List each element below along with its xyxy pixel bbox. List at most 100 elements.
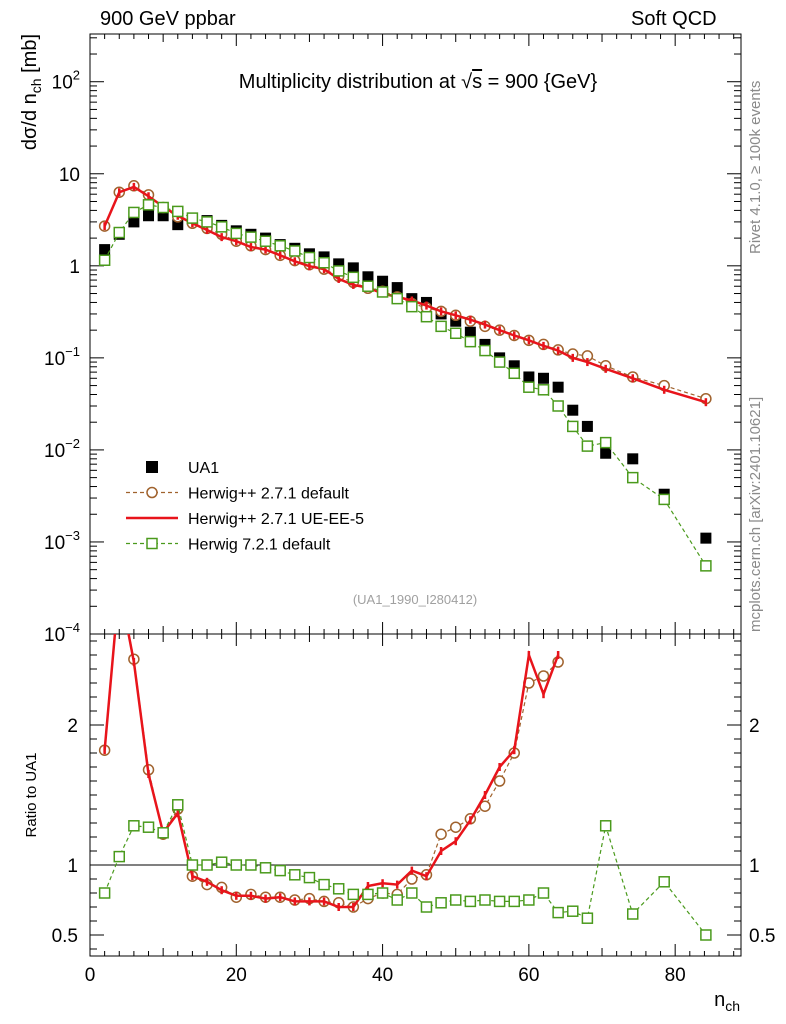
main-herwig-2-7-1-ue-ee-5-line — [103, 185, 707, 404]
main-ua1-point — [508, 360, 520, 372]
main-herwig-7-2-1-default-point — [435, 320, 447, 333]
ratio-herwig-2-7-1-default-point — [114, 580, 124, 590]
main-herwig-7-2-1-default-point — [420, 310, 433, 323]
main-ua1-point — [128, 216, 140, 228]
ratio-herwig-7-2-1-default-point — [626, 908, 639, 920]
main-herwig-7-2-1-default-point — [552, 400, 564, 412]
ratio-y-tick-label-right: 2 — [749, 716, 760, 737]
main-herwig-7-2-1-default-point — [128, 206, 140, 219]
main-y-axis-label: dσ/d nch [mb] — [19, 34, 44, 150]
header-left: 900 GeV ppbar — [100, 8, 236, 30]
main-herwig-7-2-1-default-point — [347, 271, 360, 284]
ratio-herwig-7-2-1-default-point — [391, 894, 403, 906]
main-herwig-7-2-1-default-point — [274, 240, 286, 252]
main-herwig-7-2-1-default-point — [201, 216, 213, 228]
main-ua1-point — [479, 338, 491, 350]
ratio-herwig-7-2-1-default-point — [245, 859, 257, 871]
ratio-herwig-7-2-1-default-point — [362, 888, 374, 901]
ratio-herwig-7-2-1-default-point — [128, 820, 140, 832]
main-ua1-point — [172, 219, 184, 231]
main-ua1-point — [391, 282, 403, 294]
ratio-herwig-7-2-1-default-point — [347, 888, 360, 901]
main-ua1-point — [362, 271, 374, 283]
ratio-herwig-7-2-1-default-point — [332, 883, 345, 895]
ratio-y-axis-label: Ratio to UA1 — [23, 752, 40, 837]
y-tick-label: 10−4 — [44, 620, 80, 646]
ratio-herwig-7-2-1-default-point — [567, 905, 579, 917]
y-tick-label: 10−1 — [44, 344, 80, 370]
legend-label-herwig-7-2-1-default: Herwig 7.2.1 default — [188, 537, 331, 554]
ratio-herwig-2-7-1-default-point — [449, 821, 462, 833]
main-ua1-point — [464, 326, 476, 338]
x-axis-label: nch — [714, 989, 740, 1014]
ratio-y-tick-label: 2 — [67, 716, 78, 737]
main-ua1-point — [700, 532, 712, 544]
main-herwig-7-2-1-default-point — [658, 493, 670, 506]
legend-label-herwig-2-7-1-ue-ee-5: Herwig++ 2.7.1 UE-EE-5 — [188, 511, 364, 528]
main-ua1-point — [552, 381, 564, 393]
main-herwig-7-2-1-default-point — [259, 235, 272, 247]
main-ua1-point — [523, 371, 535, 383]
main-ua1-point — [581, 420, 593, 432]
ratio-herwig-7-2-1-default-point — [98, 887, 111, 899]
ratio-herwig-2-7-1-default-point — [479, 800, 491, 812]
main-herwig-7-2-1-default-point — [464, 335, 477, 348]
main-herwig-7-2-1-default-point — [289, 245, 301, 257]
ratio-herwig-7-2-1-default-point — [537, 887, 550, 899]
main-ua1-point — [567, 404, 579, 416]
main-herwig-7-2-1-default-point — [626, 471, 639, 484]
ratio-herwig-7-2-1-default-point — [157, 827, 169, 839]
main-herwig-7-2-1-default-point — [186, 212, 199, 224]
legend-label-ua1: UA1 — [188, 460, 219, 477]
main-herwig-7-2-1-default-point — [245, 231, 257, 243]
ratio-series-group — [98, 580, 712, 941]
main-herwig-7-2-1-default-point — [479, 344, 491, 357]
main-herwig-7-2-1-default-point — [567, 420, 579, 433]
ratio-herwig-7-2-1-default-point — [259, 862, 272, 874]
ratio-herwig-7-2-1-default-point — [186, 859, 199, 871]
ratio-herwig-7-2-1-default-point — [464, 895, 477, 908]
ratio-herwig-7-2-1-default-point — [113, 850, 126, 863]
y-tick-label: 10 — [59, 165, 80, 186]
ratio-herwig-7-2-1-default-point — [449, 894, 462, 906]
main-herwig-7-2-1-default-point — [113, 226, 126, 239]
ratio-herwig-7-2-1-default-point — [201, 859, 213, 871]
main-herwig-7-2-1-default-point — [449, 327, 462, 340]
main-herwig-7-2-1-default-point — [537, 384, 550, 396]
main-herwig-7-2-1-default-point — [376, 286, 389, 298]
main-ua1-point — [318, 251, 330, 263]
main-herwig-7-2-1-default-point — [215, 221, 228, 233]
main-ua1-point — [347, 262, 359, 274]
main-herwig-7-2-1-default-point — [172, 205, 184, 218]
ratio-herwig-7-2-1-default-point — [318, 878, 330, 891]
ratio-panel-frame — [89, 633, 742, 957]
ratio-herwig-7-2-1-default-point — [230, 859, 243, 871]
main-herwig-7-2-1-default-point — [581, 440, 594, 452]
y-tick-label: 1 — [69, 257, 80, 278]
main-herwig-7-2-1-default-point — [98, 254, 111, 266]
ratio-herwig-7-2-1-default-point — [406, 887, 418, 899]
ratio-herwig-7-2-1-default-point — [142, 821, 155, 833]
main-herwig-7-2-1-default-point — [318, 256, 330, 269]
main-herwig-7-2-1-default-point — [391, 292, 403, 305]
main-ua1-point — [143, 210, 155, 222]
main-ua1-point — [99, 244, 111, 256]
ratio-herwig-7-2-1-default-point — [420, 901, 433, 913]
legend-marker-herwig-7-2-1-default — [146, 537, 158, 550]
ratio-y-tick-label: 1 — [67, 856, 78, 877]
main-herwig-7-2-1-default-point — [303, 251, 316, 264]
x-tick-label: 0 — [85, 965, 96, 986]
ratio-herwig-7-2-1-default-point — [508, 895, 520, 908]
ratio-y-tick-label-right: 1 — [749, 856, 760, 877]
ratio-herwig-7-2-1-default-point — [658, 876, 670, 888]
analysis-id: (UA1_1990_I280412) — [353, 592, 477, 607]
main-ua1-point — [377, 275, 389, 287]
ratio-herwig-7-2-1-default-point — [581, 912, 594, 924]
ratio-herwig-7-2-1-default-point — [435, 897, 447, 909]
main-herwig-7-2-1-default-point — [362, 280, 374, 292]
main-herwig-7-2-1-default-point — [508, 367, 520, 380]
main-ua1-point — [538, 372, 550, 384]
y-tick-label: 10−2 — [44, 436, 80, 462]
main-ua1-point — [333, 258, 345, 270]
main-ua1-point — [600, 447, 612, 459]
